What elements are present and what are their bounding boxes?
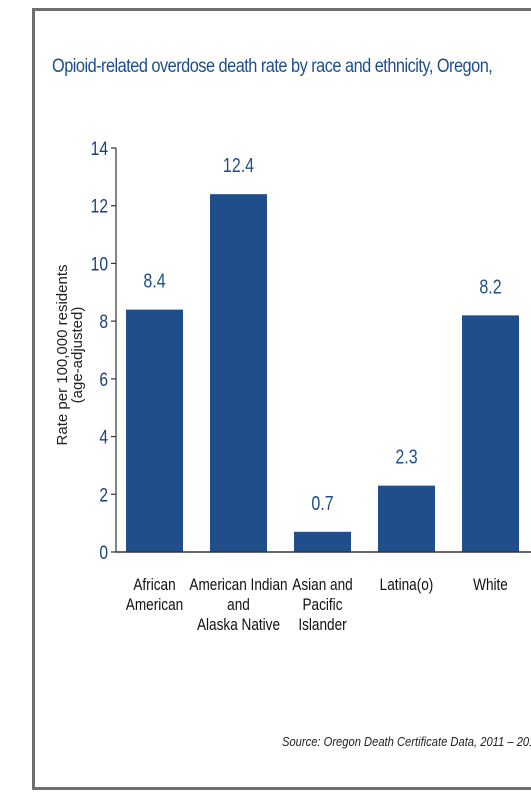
- bar-value-label: 8.4: [143, 270, 165, 292]
- source-note: Source: Oregon Death Certificate Data, 2…: [282, 734, 531, 749]
- bar: [210, 194, 267, 552]
- y-tick-label: 0: [99, 542, 108, 564]
- y-tick-label: 10: [91, 253, 108, 275]
- x-category-label-line: African: [133, 576, 175, 595]
- y-tick-label: 8: [99, 311, 108, 333]
- bar: [462, 315, 519, 552]
- x-category-label: Asian and Pacific Islander: [292, 576, 352, 635]
- bar: [126, 309, 183, 552]
- bar-value-label: 12.4: [223, 155, 254, 177]
- y-tick-label: 14: [91, 138, 109, 160]
- y-tick-label: 6: [99, 368, 108, 390]
- x-category-label: Latina(o): [380, 576, 434, 595]
- bar-value-label: 2.3: [395, 446, 417, 468]
- x-category-label-line: American: [126, 596, 183, 615]
- y-axis-label-line: (age-adjusted): [69, 307, 86, 404]
- x-category-label-line: Latina(o): [380, 576, 434, 595]
- bar: [378, 485, 435, 552]
- y-axis-label: Rate per 100,000 residents(age-adjusted): [54, 265, 86, 446]
- chart-frame: [32, 8, 531, 790]
- x-category-label-line: American Indian: [189, 576, 287, 595]
- x-category-label: White: [473, 576, 508, 595]
- x-category-label-line: Alaska Native: [197, 616, 280, 635]
- bar-value-label: 8.2: [479, 276, 501, 298]
- bar: [294, 531, 351, 552]
- chart-title: Opioid-related overdose death rate by ra…: [52, 56, 493, 77]
- y-tick-label: 2: [99, 484, 108, 506]
- x-category-label-line: Pacific: [302, 596, 342, 615]
- y-tick-label: 12: [91, 195, 108, 217]
- x-category-label-line: White: [473, 576, 508, 595]
- x-category-label-line: and: [227, 596, 250, 615]
- x-category-label: African American: [126, 576, 183, 615]
- bar-value-label: 0.7: [311, 492, 333, 514]
- x-category-label: American Indian and Alaska Native: [189, 576, 287, 635]
- x-category-label-line: Asian and: [292, 576, 352, 595]
- x-category-label-line: Islander: [298, 616, 346, 635]
- y-tick-label: 4: [99, 426, 108, 448]
- y-axis-label-line: Rate per 100,000 residents: [54, 265, 71, 446]
